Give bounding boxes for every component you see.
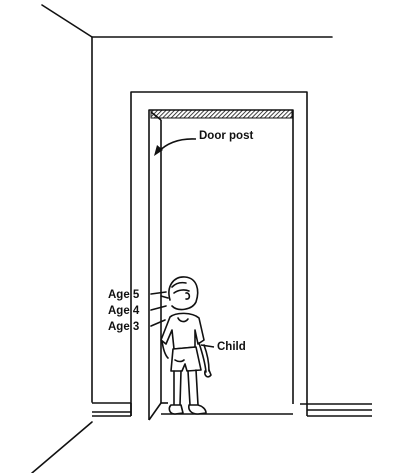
door-post-label: Door post [199,130,254,142]
door-post-pointer-arrow [157,138,197,153]
child-pointer-line [200,344,215,348]
age-tick-lines [150,291,169,327]
age-5-label: Age 5 [108,289,140,301]
child-label: Child [217,341,246,353]
room-walls [31,4,333,473]
door-post [148,111,168,421]
arrowhead [154,145,163,156]
age-3-label: Age 3 [108,321,140,333]
child-figure [160,276,212,415]
age-4-label: Age 4 [108,305,140,317]
door-head-jamb-shading [150,109,293,119]
